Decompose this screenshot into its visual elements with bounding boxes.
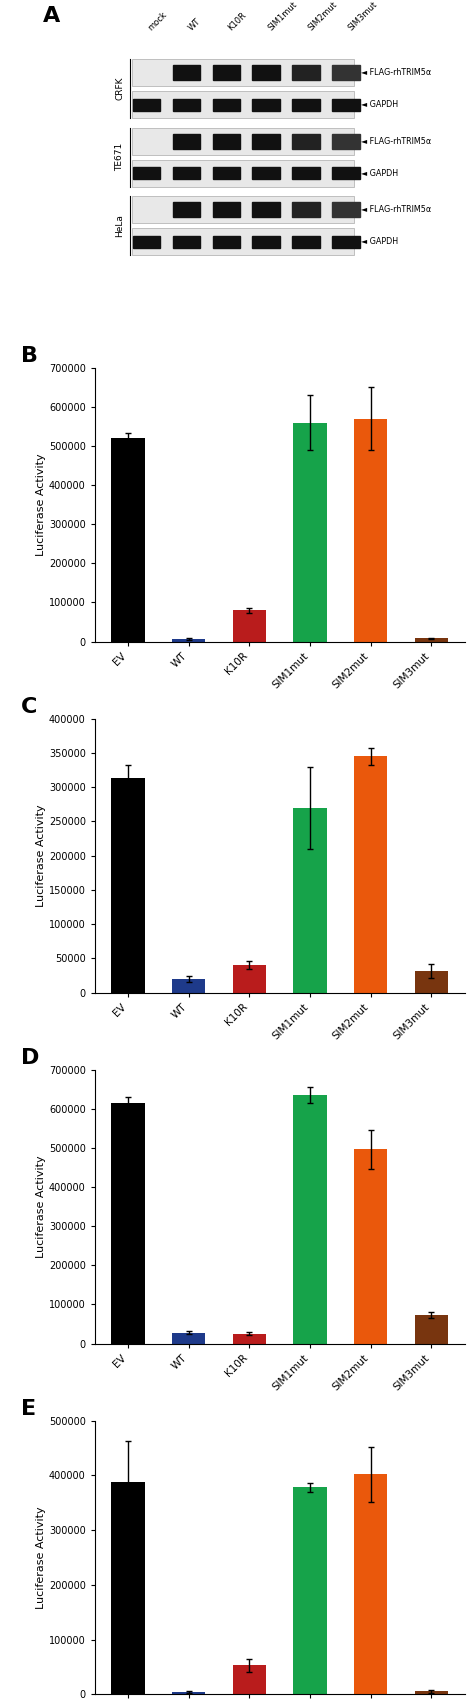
Bar xyxy=(415,1315,448,1344)
Y-axis label: Luciferase Activity: Luciferase Activity xyxy=(36,1505,46,1609)
Bar xyxy=(173,203,201,218)
Bar xyxy=(212,203,240,218)
Bar xyxy=(332,167,360,179)
Bar xyxy=(293,1487,327,1694)
Bar xyxy=(111,1482,145,1694)
Bar xyxy=(354,1150,387,1344)
Text: TE671: TE671 xyxy=(115,143,124,172)
Bar xyxy=(212,135,240,148)
Bar xyxy=(111,438,145,642)
Text: WT: WT xyxy=(186,17,202,32)
Bar xyxy=(212,235,240,247)
Bar xyxy=(332,99,360,111)
Bar xyxy=(292,135,320,148)
Bar xyxy=(293,422,327,642)
Bar xyxy=(212,65,240,80)
Bar xyxy=(253,65,280,80)
Bar xyxy=(354,756,387,993)
Text: ◄ GAPDH: ◄ GAPDH xyxy=(361,169,398,177)
Bar xyxy=(133,99,160,111)
Bar xyxy=(253,99,280,111)
FancyBboxPatch shape xyxy=(132,196,354,223)
Bar xyxy=(354,419,387,642)
Bar xyxy=(172,1332,205,1344)
FancyBboxPatch shape xyxy=(132,160,354,187)
Text: A: A xyxy=(43,5,60,26)
Y-axis label: Luciferase Activity: Luciferase Activity xyxy=(36,453,46,555)
Bar xyxy=(253,203,280,218)
Text: C: C xyxy=(21,697,37,717)
Bar xyxy=(415,971,448,993)
Bar xyxy=(172,639,205,642)
Bar xyxy=(172,979,205,993)
Text: ◄ FLAG-rhTRIM5α: ◄ FLAG-rhTRIM5α xyxy=(361,68,431,77)
Bar xyxy=(212,99,240,111)
Bar xyxy=(292,235,320,247)
Text: E: E xyxy=(21,1398,36,1419)
Bar xyxy=(415,639,448,642)
Text: HeLa: HeLa xyxy=(115,215,124,237)
FancyBboxPatch shape xyxy=(132,128,354,155)
Bar xyxy=(173,167,201,179)
Bar xyxy=(173,135,201,148)
FancyBboxPatch shape xyxy=(132,92,354,118)
Bar xyxy=(111,778,145,993)
Bar xyxy=(253,167,280,179)
Bar xyxy=(332,235,360,247)
Bar xyxy=(293,807,327,993)
Text: SIM1mut: SIM1mut xyxy=(266,0,299,32)
Bar xyxy=(111,1104,145,1344)
Bar xyxy=(292,99,320,111)
Bar xyxy=(133,167,160,179)
Bar xyxy=(415,1691,448,1694)
Bar xyxy=(172,1691,205,1694)
Text: D: D xyxy=(21,1047,39,1068)
Bar xyxy=(133,235,160,247)
Y-axis label: Luciferase Activity: Luciferase Activity xyxy=(36,804,46,908)
Bar xyxy=(293,1095,327,1344)
Text: B: B xyxy=(21,346,38,366)
Bar xyxy=(212,167,240,179)
Bar xyxy=(253,235,280,247)
Bar xyxy=(173,235,201,247)
Text: CRFK: CRFK xyxy=(115,77,124,100)
Bar xyxy=(292,65,320,80)
Text: ◄ FLAG-rhTRIM5α: ◄ FLAG-rhTRIM5α xyxy=(361,206,431,215)
Bar xyxy=(292,203,320,218)
Bar xyxy=(253,135,280,148)
Text: SIM3mut: SIM3mut xyxy=(346,0,379,32)
Bar xyxy=(233,1666,266,1694)
Bar xyxy=(354,1475,387,1694)
Text: ◄ GAPDH: ◄ GAPDH xyxy=(361,237,398,247)
Text: mock: mock xyxy=(146,10,169,32)
Bar xyxy=(233,610,266,642)
Text: K10R: K10R xyxy=(227,10,248,32)
Y-axis label: Luciferase Activity: Luciferase Activity xyxy=(36,1155,46,1259)
Bar xyxy=(332,203,360,218)
Bar xyxy=(233,966,266,993)
FancyBboxPatch shape xyxy=(132,60,354,87)
Text: ◄ GAPDH: ◄ GAPDH xyxy=(361,100,398,109)
Bar xyxy=(233,1333,266,1344)
Bar xyxy=(173,99,201,111)
Bar xyxy=(173,65,201,80)
FancyBboxPatch shape xyxy=(132,228,354,255)
Text: SIM2mut: SIM2mut xyxy=(306,0,339,32)
Text: ◄ FLAG-rhTRIM5α: ◄ FLAG-rhTRIM5α xyxy=(361,136,431,146)
Bar xyxy=(292,167,320,179)
Bar xyxy=(332,65,360,80)
Bar xyxy=(332,135,360,148)
